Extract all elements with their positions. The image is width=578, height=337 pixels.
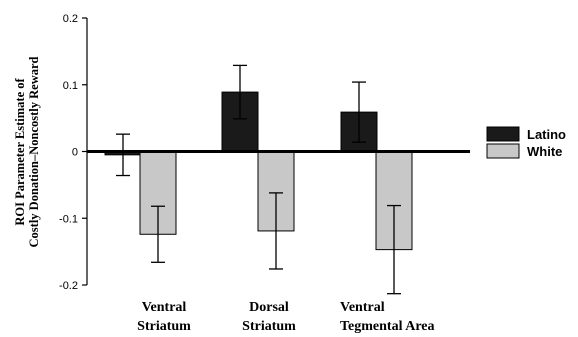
category-label-1-line-2: Striatum xyxy=(242,319,296,334)
error-bar-white-0 xyxy=(151,205,165,263)
category-label-1-line-1: Dorsal xyxy=(249,300,289,315)
y-tick-label-0: 0.2 xyxy=(63,13,78,25)
y-tick-label-1: 0.1 xyxy=(63,80,78,92)
error-bar-white-1 xyxy=(269,192,283,270)
y-tick-label-2: 0 xyxy=(72,147,78,159)
error-bars xyxy=(116,64,401,295)
legend-label-latino: Latino xyxy=(527,127,566,142)
y-axis-label-line-1: ROI Parameter Estimate of xyxy=(13,78,27,226)
error-bar-white-2 xyxy=(387,204,401,295)
error-bar-latino-0 xyxy=(116,133,130,177)
y-tick-label-4: -0.2 xyxy=(59,280,78,292)
error-bar-latino-1 xyxy=(233,64,247,120)
error-bar-latino-2 xyxy=(352,81,366,143)
y-axis: 0.2 0.1 0 -0.1 -0.2 xyxy=(59,13,88,292)
category-label-0-line-1: Ventral xyxy=(142,300,187,315)
category-labels: Ventral Striatum Dorsal Striatum Ventral Tegm… xyxy=(137,300,434,334)
y-axis-label-line-2: Costly Donation–Noncostly Reward xyxy=(27,56,41,247)
category-label-2-line-2: Tegmental Area xyxy=(340,319,435,334)
legend-swatch-latino xyxy=(486,126,520,142)
legend-swatch-white xyxy=(486,143,520,159)
y-axis-label: ROI Parameter Estimate of Costly Donation… xyxy=(13,56,41,247)
category-label-0-line-2: Striatum xyxy=(137,319,191,334)
legend: Latino White xyxy=(486,126,566,159)
legend-label-white: White xyxy=(527,144,562,159)
y-tick-label-3: -0.1 xyxy=(59,213,78,225)
category-label-2-line-1: Ventral xyxy=(340,300,385,315)
bars xyxy=(104,91,413,251)
